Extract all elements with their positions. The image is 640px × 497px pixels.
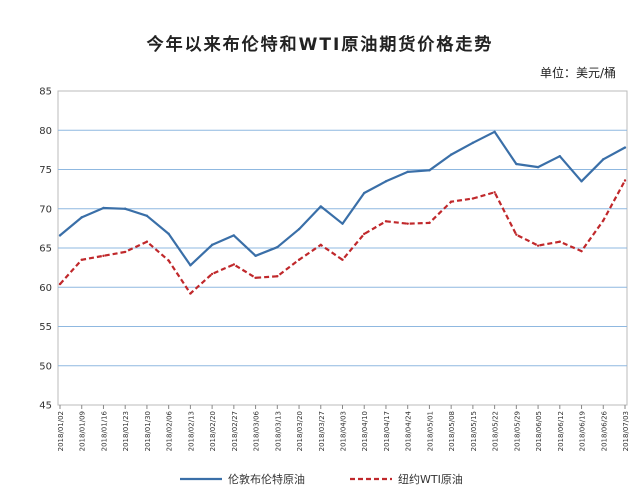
- data-point-1: [515, 233, 518, 236]
- data-point-1: [580, 249, 583, 253]
- data-point-0: [297, 227, 301, 231]
- x-tick-label: 2018/03/06: [253, 410, 261, 451]
- data-point-1: [167, 259, 170, 262]
- legend-label-0: 伦敦布伦特原油: [228, 472, 305, 486]
- data-point-1: [428, 221, 431, 225]
- x-tick-label: 2018/03/27: [318, 411, 326, 451]
- data-point-0: [536, 165, 540, 169]
- x-tick-label: 2018/02/20: [209, 411, 217, 451]
- x-tick-label: 2018/04/24: [405, 410, 413, 451]
- x-tick-label: 2018/05/01: [426, 411, 434, 451]
- data-point-1: [536, 244, 540, 247]
- x-tick-label: 2018/06/26: [600, 410, 608, 451]
- y-tick-label: 65: [39, 244, 52, 255]
- x-tick-label: 2018/05/08: [448, 411, 456, 451]
- data-point-1: [558, 240, 562, 243]
- data-point-0: [210, 243, 214, 247]
- data-point-1: [341, 258, 344, 261]
- x-tick-label: 2018/02/13: [187, 411, 195, 451]
- x-tick-label: 2018/04/03: [340, 411, 348, 451]
- data-point-1: [102, 254, 105, 258]
- data-point-0: [80, 216, 83, 219]
- y-tick-label: 55: [39, 322, 52, 333]
- chart-title: 今年以来布伦特和WTI原油期货价格走势: [146, 35, 494, 55]
- x-tick-label: 2018/06/12: [557, 411, 565, 451]
- data-point-0: [602, 158, 605, 161]
- x-tick-label: 2018/06/19: [579, 411, 587, 451]
- data-point-0: [580, 180, 583, 183]
- y-tick-label: 85: [39, 87, 52, 98]
- y-tick-label: 60: [39, 283, 52, 294]
- data-point-0: [276, 246, 279, 249]
- x-tick-label: 2018/02/06: [166, 410, 174, 451]
- x-tick-label: 2018/01/02: [57, 411, 65, 451]
- data-point-1: [297, 258, 301, 261]
- data-point-0: [145, 214, 149, 218]
- data-point-0: [449, 153, 453, 156]
- x-tick-label: 2018/01/16: [100, 410, 108, 451]
- legend-label-1: 纽约WTI原油: [398, 472, 463, 486]
- data-point-1: [254, 276, 257, 280]
- x-tick-label: 2018/05/15: [470, 411, 478, 451]
- data-point-1: [471, 197, 475, 200]
- data-point-1: [210, 272, 214, 276]
- y-tick-label: 80: [39, 126, 52, 137]
- data-point-0: [167, 232, 170, 236]
- data-point-1: [145, 240, 149, 243]
- y-tick-label: 70: [39, 204, 52, 215]
- data-point-0: [363, 191, 366, 195]
- data-point-0: [58, 234, 62, 237]
- data-point-0: [102, 206, 105, 210]
- x-tick-label: 2018/05/29: [513, 411, 521, 451]
- x-tick-label: 2018/03/13: [274, 411, 282, 451]
- data-point-0: [515, 162, 518, 166]
- data-point-1: [189, 292, 192, 295]
- y-tick-label: 45: [39, 401, 52, 412]
- data-point-1: [384, 220, 388, 223]
- x-tick-label: 2018/01/23: [122, 411, 130, 451]
- data-point-1: [602, 219, 605, 222]
- x-tick-label: 2018/06/05: [535, 411, 543, 451]
- data-point-0: [471, 141, 475, 145]
- data-point-0: [384, 180, 388, 183]
- data-point-1: [319, 243, 322, 247]
- data-point-1: [363, 232, 366, 236]
- y-tick-label: 50: [39, 361, 52, 372]
- data-point-0: [123, 207, 127, 210]
- x-tick-label: 2018/03/20: [296, 411, 304, 451]
- data-point-1: [80, 258, 83, 261]
- x-tick-label: 2018/02/27: [231, 411, 239, 451]
- data-point-0: [254, 254, 257, 258]
- data-point-0: [341, 222, 344, 225]
- data-point-1: [232, 263, 236, 266]
- y-tick-label: 75: [39, 165, 52, 176]
- data-point-0: [189, 264, 192, 267]
- x-tick-label: 2018/04/10: [361, 411, 369, 451]
- series-line-1: [59, 179, 626, 295]
- data-point-1: [123, 250, 127, 254]
- data-point-1: [58, 282, 62, 286]
- data-point-0: [319, 205, 322, 208]
- data-point-1: [449, 200, 453, 203]
- data-point-1: [406, 222, 409, 225]
- x-tick-label: 2018/07/03: [622, 411, 630, 451]
- data-point-0: [623, 146, 627, 149]
- x-tick-label: 2018/05/22: [492, 411, 500, 451]
- data-point-0: [428, 169, 431, 172]
- x-tick-label: 2018/01/30: [144, 411, 152, 451]
- data-point-1: [276, 275, 279, 278]
- data-point-0: [232, 234, 236, 237]
- x-tick-label: 2018/04/17: [383, 411, 391, 451]
- data-point-1: [623, 179, 627, 182]
- unit-label: 单位：美元/桶: [539, 66, 616, 80]
- x-tick-label: 2018/01/09: [79, 411, 87, 451]
- data-point-0: [558, 154, 562, 158]
- data-point-0: [493, 130, 496, 134]
- data-point-1: [493, 191, 496, 194]
- data-point-0: [406, 170, 409, 174]
